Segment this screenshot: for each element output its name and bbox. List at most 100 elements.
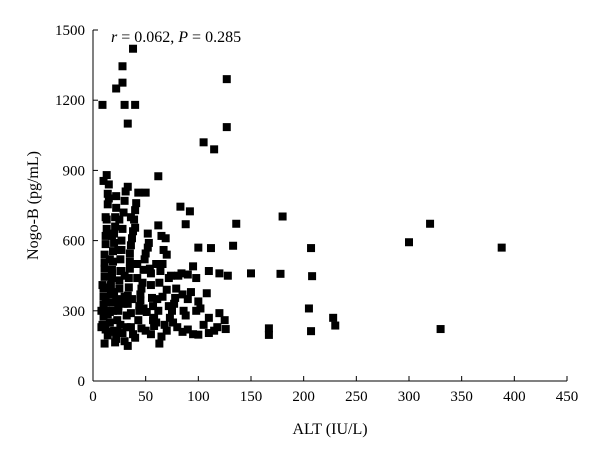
data-point (135, 306, 144, 315)
x-tick-label: 350 (450, 389, 473, 405)
data-point (144, 238, 153, 247)
data-point (124, 283, 133, 292)
data-point (122, 311, 131, 320)
data-point (155, 278, 164, 287)
data-point (120, 271, 129, 280)
data-point (220, 316, 229, 325)
data-point (199, 138, 208, 147)
data-point (172, 284, 181, 293)
data-point (98, 320, 107, 329)
data-point (192, 274, 201, 283)
data-point (146, 330, 155, 339)
data-point (100, 250, 109, 259)
data-point (229, 241, 238, 250)
data-point (153, 295, 162, 304)
data-point (105, 255, 114, 264)
data-point (181, 311, 190, 320)
data-point (154, 306, 163, 315)
data-point (186, 288, 195, 297)
data-point (99, 300, 108, 309)
data-point (127, 234, 136, 243)
r-symbol: r (111, 29, 118, 46)
data-point (194, 330, 203, 339)
data-point (124, 274, 133, 283)
data-point (264, 330, 273, 339)
data-point (171, 293, 180, 302)
data-point (103, 331, 112, 340)
data-point (120, 337, 129, 346)
data-point (118, 329, 127, 338)
data-point (165, 313, 174, 322)
data-point (304, 304, 313, 313)
x-tick-label: 0 (89, 389, 97, 405)
data-point (123, 341, 132, 350)
data-point (107, 274, 116, 283)
data-point (215, 309, 224, 318)
data-point (222, 75, 231, 84)
data-point (111, 213, 120, 222)
data-point (166, 271, 175, 280)
data-point (138, 278, 147, 287)
data-point (278, 212, 287, 221)
p-value: = 0.285 (188, 29, 241, 46)
data-point (329, 313, 338, 322)
data-point (107, 231, 116, 240)
data-point (112, 203, 121, 212)
data-point (115, 215, 124, 224)
data-point (157, 231, 166, 240)
data-point (117, 236, 126, 245)
data-point (164, 302, 173, 311)
data-point (106, 298, 115, 307)
data-point (107, 265, 116, 274)
data-point (111, 338, 120, 347)
data-point (160, 320, 169, 329)
data-point (134, 316, 143, 325)
data-point (114, 245, 123, 254)
data-point (156, 267, 165, 276)
x-tick-label: 250 (345, 389, 368, 405)
y-tick-label: 1200 (55, 93, 85, 109)
data-point (189, 330, 198, 339)
data-point (115, 276, 124, 285)
data-point (114, 306, 123, 315)
data-point (105, 318, 114, 327)
data-point (141, 188, 150, 197)
data-point (192, 306, 201, 315)
x-tick-label: 200 (292, 389, 315, 405)
data-point (129, 44, 138, 53)
r-value: = 0.062, (117, 29, 178, 46)
data-point (232, 219, 241, 228)
data-point (137, 284, 146, 293)
data-point (155, 339, 164, 348)
data-point (215, 269, 224, 278)
data-point (109, 247, 118, 256)
data-point (133, 274, 142, 283)
data-point (307, 244, 316, 253)
data-point (158, 260, 167, 268)
data-point (97, 306, 106, 315)
y-tick-label: 600 (63, 234, 86, 250)
data-point (162, 250, 171, 259)
data-point (247, 269, 255, 278)
data-point (130, 215, 139, 224)
data-point (126, 241, 135, 250)
x-tick-label: 400 (503, 389, 526, 405)
data-point (103, 189, 112, 198)
data-point (101, 240, 110, 249)
data-point (179, 306, 188, 315)
data-point (104, 180, 113, 189)
p-symbol: P (177, 29, 188, 46)
data-point (206, 244, 215, 253)
data-point (162, 285, 171, 294)
data-point (405, 238, 413, 247)
data-point (170, 299, 179, 308)
y-tick-label: 300 (63, 304, 86, 320)
data-point (141, 249, 150, 258)
data-point (154, 172, 163, 181)
data-point (119, 299, 128, 308)
x-tick-label: 450 (556, 389, 579, 405)
data-point (154, 221, 163, 230)
data-point (162, 326, 171, 335)
